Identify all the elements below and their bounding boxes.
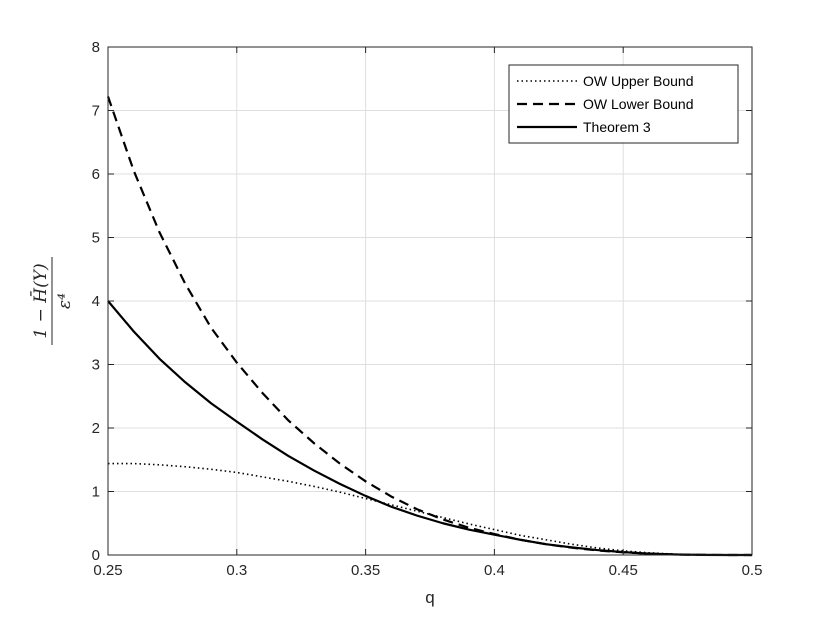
y-tick-label: 4 [92, 293, 100, 310]
series-line-ow-lower-bound [106, 96, 753, 557]
x-tick-label: 0.3 [226, 562, 247, 579]
legend: OW Upper Bound OW Lower Bound Theorem 3 [508, 64, 739, 144]
axis-ticks: 0.25 0.3 0.35 0.4 0.45 0.5 0 1 2 3 4 5 6 7 8 [92, 39, 763, 579]
legend-label: OW Lower Bound [583, 96, 694, 112]
legend-label: Theorem 3 [583, 119, 651, 135]
x-tick-label: 0.45 [609, 562, 638, 579]
y-tick-label: 7 [92, 103, 100, 120]
y-axis-label-numerator: 1 − H̄(Y) [29, 263, 51, 338]
legend-label: OW Upper Bound [583, 73, 694, 89]
y-tick-label: 2 [92, 420, 100, 437]
series-line-theorem-3 [107, 300, 753, 557]
x-tick-label: 0.35 [351, 562, 380, 579]
y-axis-label-denominator: ε⁴ [55, 293, 75, 309]
series-lines [106, 96, 753, 557]
y-tick-label: 0 [92, 547, 100, 564]
x-tick-label: 0.25 [93, 562, 122, 579]
y-tick-label: 3 [92, 357, 100, 374]
legend-box [508, 64, 739, 144]
y-tick-label: 6 [92, 166, 100, 183]
y-axis-label: 1 − H̄(Y) ε⁴ [29, 257, 75, 345]
y-tick-label: 8 [92, 39, 100, 56]
y-tick-label: 5 [92, 230, 100, 247]
x-tick-label: 0.4 [484, 562, 505, 579]
x-axis-label: q [425, 588, 434, 607]
x-tick-label: 0.5 [742, 562, 763, 579]
y-tick-label: 1 [92, 484, 100, 501]
